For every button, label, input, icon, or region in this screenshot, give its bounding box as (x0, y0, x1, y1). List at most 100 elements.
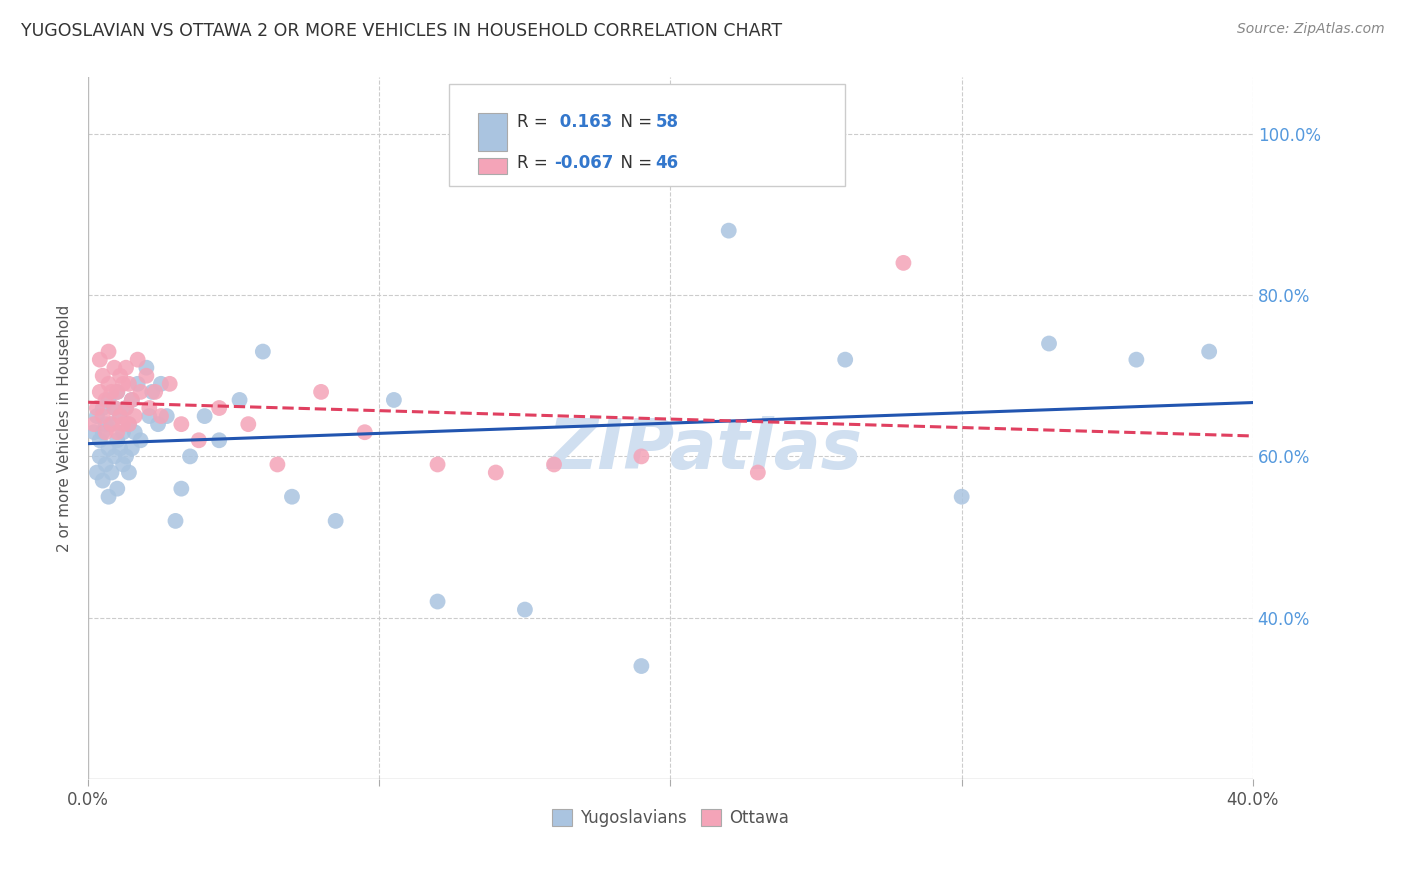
Point (91, 409, 114, 423)
Point (105, 482, 128, 496)
Point (170, 482, 193, 496)
Point (115, 360, 138, 375)
Point (115, 401, 138, 415)
Point (118, 466, 141, 480)
Text: R =: R = (517, 112, 553, 130)
Point (94, 458, 117, 472)
Point (353, 425, 375, 440)
Point (208, 401, 231, 415)
Point (129, 434, 152, 448)
Point (86, 409, 108, 423)
Point (103, 360, 125, 375)
Point (89, 384, 111, 399)
Point (118, 417, 141, 432)
Point (149, 376, 172, 391)
Point (83, 425, 105, 440)
Text: -0.067: -0.067 (554, 154, 613, 172)
Text: ZIPatlas: ZIPatlas (548, 416, 863, 483)
Text: 0.163: 0.163 (554, 112, 612, 130)
Point (893, 256, 915, 270)
Point (91, 368, 114, 383)
Text: N =: N = (610, 112, 658, 130)
Point (747, 466, 769, 480)
Point (108, 368, 131, 383)
Point (138, 401, 160, 415)
Point (485, 466, 508, 480)
Point (179, 450, 201, 464)
Text: R =: R = (517, 154, 553, 172)
Point (159, 376, 181, 391)
Point (94, 417, 117, 432)
Point (238, 417, 260, 432)
Point (281, 490, 304, 504)
Point (717, 224, 740, 238)
Point (118, 376, 141, 391)
Text: 46: 46 (655, 154, 679, 172)
Point (124, 409, 146, 423)
Point (115, 450, 138, 464)
Point (513, 602, 536, 616)
Legend: Yugoslavians, Ottawa: Yugoslavians, Ottawa (546, 802, 796, 834)
Point (112, 425, 135, 440)
Point (108, 409, 131, 423)
Point (187, 434, 209, 448)
Point (1198, 344, 1220, 359)
Point (170, 417, 193, 432)
Point (325, 514, 347, 528)
Point (91, 401, 114, 415)
Point (630, 450, 652, 464)
Point (105, 384, 128, 399)
Point (94, 392, 117, 407)
Point (115, 401, 138, 415)
Point (121, 442, 143, 456)
Point (105, 425, 128, 440)
Point (83, 417, 105, 432)
Point (382, 392, 405, 407)
Text: YUGOSLAVIAN VS OTTAWA 2 OR MORE VEHICLES IN HOUSEHOLD CORRELATION CHART: YUGOSLAVIAN VS OTTAWA 2 OR MORE VEHICLES… (21, 22, 782, 40)
Point (103, 401, 125, 415)
Point (121, 392, 143, 407)
Point (146, 417, 169, 432)
Text: Source: ZipAtlas.com: Source: ZipAtlas.com (1237, 22, 1385, 37)
Point (135, 368, 157, 383)
Point (91, 425, 114, 440)
Point (309, 384, 332, 399)
Point (121, 392, 143, 407)
Point (266, 458, 288, 472)
Point (91, 474, 114, 488)
Point (1125, 352, 1147, 367)
Point (97, 344, 120, 359)
Point (138, 409, 160, 423)
Point (86, 466, 108, 480)
Point (86, 401, 108, 415)
Point (103, 401, 125, 415)
Point (89, 450, 111, 464)
Point (252, 344, 274, 359)
Text: N =: N = (610, 154, 658, 172)
FancyBboxPatch shape (449, 85, 845, 186)
Point (105, 384, 128, 399)
Point (543, 458, 565, 472)
Point (143, 384, 166, 399)
Point (112, 417, 135, 432)
Point (100, 417, 122, 432)
Point (105, 434, 128, 448)
Y-axis label: 2 or more Vehicles in Household: 2 or more Vehicles in Household (58, 304, 72, 552)
Point (108, 442, 131, 456)
Point (208, 434, 231, 448)
Point (228, 392, 250, 407)
Point (141, 384, 163, 399)
Point (112, 376, 135, 391)
Point (97, 392, 120, 407)
Point (156, 409, 179, 423)
Text: 58: 58 (655, 112, 678, 130)
Point (165, 514, 187, 528)
Point (127, 376, 149, 391)
Point (950, 490, 973, 504)
Point (100, 384, 122, 399)
Point (100, 417, 122, 432)
Point (426, 458, 449, 472)
Point (108, 409, 131, 423)
Point (630, 659, 652, 673)
FancyBboxPatch shape (478, 112, 508, 151)
